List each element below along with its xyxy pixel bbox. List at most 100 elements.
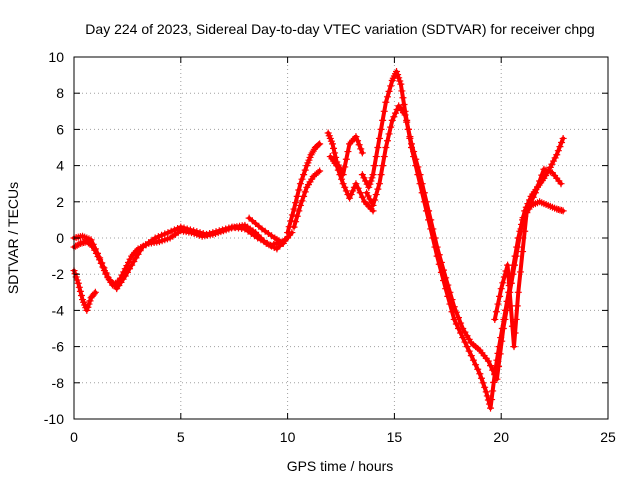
data-point (422, 198, 430, 206)
series-trace-k (491, 165, 565, 351)
data-point (407, 140, 415, 148)
data-point (333, 162, 341, 170)
data-point (489, 387, 497, 395)
data-point (429, 225, 437, 233)
data-point (174, 224, 182, 232)
data-point (435, 251, 443, 259)
data-point (374, 185, 382, 193)
series-trace-b (70, 223, 296, 293)
data-point (491, 371, 499, 379)
data-point (290, 205, 298, 213)
data-point (387, 123, 395, 131)
data-point (548, 160, 556, 168)
data-point (366, 180, 374, 188)
data-point (398, 87, 406, 95)
data-point (341, 163, 349, 171)
data-point (369, 171, 377, 179)
data-point (508, 322, 516, 330)
data-point (511, 261, 519, 269)
data-point (479, 379, 487, 387)
data-point (358, 193, 366, 201)
data-point (374, 144, 382, 151)
data-point (509, 270, 517, 278)
data-point (371, 196, 379, 204)
data-point (161, 230, 169, 238)
data-point (395, 74, 403, 82)
data-point (493, 375, 501, 383)
data-point (465, 347, 473, 355)
data-point (296, 180, 304, 188)
data-point (477, 374, 485, 382)
data-point (330, 144, 338, 152)
data-point (558, 139, 566, 147)
data-point (414, 163, 422, 171)
data-point (400, 101, 408, 109)
data-point (342, 155, 350, 163)
y-tick-labels: -10 -8 -6 -4 -2 0 2 4 6 8 10 (44, 49, 64, 427)
data-point (328, 140, 336, 148)
data-point (100, 264, 108, 272)
data-point (380, 107, 388, 115)
data-point (489, 366, 497, 374)
data-point (404, 125, 412, 133)
data-point (538, 171, 546, 179)
data-point (553, 151, 561, 159)
data-point (316, 140, 324, 148)
data-point (295, 207, 303, 215)
y-axis-label: SDTVAR / TECUs (5, 182, 21, 294)
x-tick-label: 25 (600, 429, 616, 445)
data-point (90, 290, 98, 298)
data-point (452, 308, 460, 316)
data-point (418, 180, 426, 188)
data-point (465, 335, 473, 343)
data-point (481, 383, 489, 391)
data-point (510, 343, 518, 351)
data-point (279, 239, 287, 247)
data-point (500, 273, 508, 281)
data-point (390, 113, 398, 121)
data-point (472, 361, 480, 369)
data-point (296, 201, 304, 209)
data-point (77, 291, 85, 299)
data-point (284, 229, 292, 237)
data-point (357, 145, 365, 153)
data-point (154, 233, 162, 241)
data-point (503, 306, 511, 314)
data-point (396, 77, 404, 85)
data-point (364, 192, 372, 200)
data-point (183, 225, 191, 233)
y-tick-label: 2 (56, 194, 64, 210)
data-point (372, 153, 380, 161)
data-point (132, 254, 140, 262)
data-point (75, 283, 83, 291)
data-point (515, 234, 523, 242)
data-point (338, 175, 346, 183)
data-point (559, 134, 567, 142)
data-point (298, 197, 306, 205)
data-point (559, 207, 567, 215)
data-point (410, 148, 418, 156)
data-point (448, 296, 456, 304)
data-point (499, 325, 507, 332)
data-point (519, 248, 527, 256)
data-point (416, 171, 424, 179)
data-point (512, 315, 520, 323)
data-point (534, 183, 542, 191)
data-point (394, 71, 402, 79)
x-tick-labels: 0 5 10 15 20 25 (70, 429, 616, 445)
data-point (91, 245, 99, 253)
data-point (403, 118, 411, 126)
data-point (514, 243, 522, 251)
data-point (483, 392, 491, 400)
data-point (196, 229, 204, 237)
data-point (315, 141, 323, 149)
data-point (76, 287, 84, 295)
data-point (371, 162, 379, 170)
data-point (387, 82, 395, 90)
data-point (490, 378, 498, 386)
x-axis-label: GPS time / hours (287, 458, 394, 474)
data-point (193, 228, 201, 236)
data-point (358, 171, 366, 179)
